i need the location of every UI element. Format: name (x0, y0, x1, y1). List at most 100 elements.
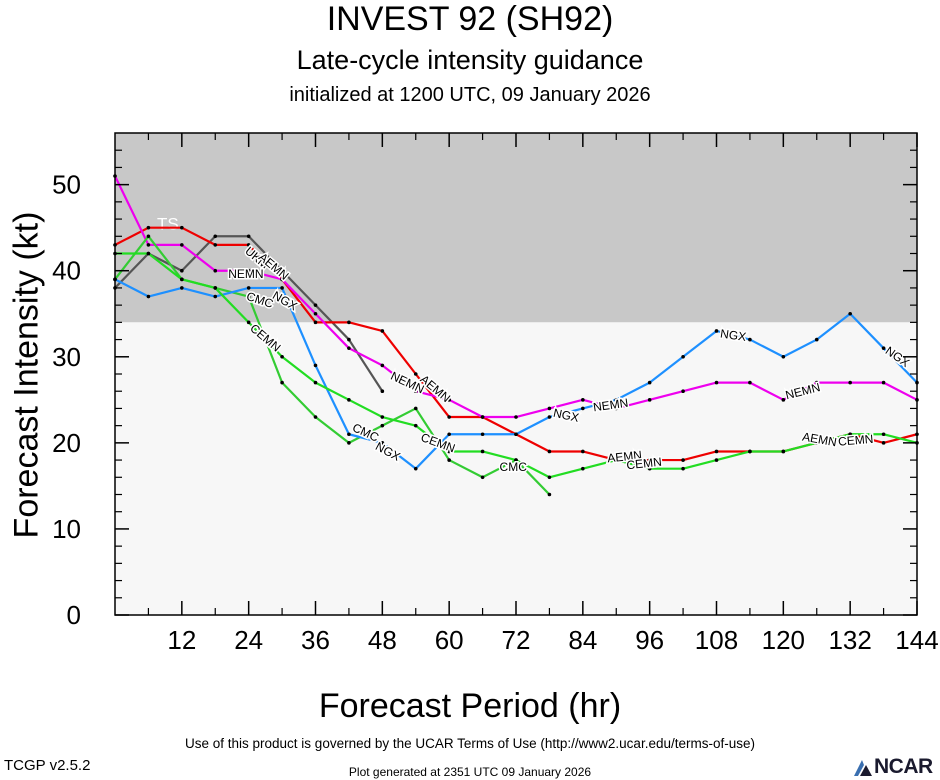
x-tick-label: 120 (762, 625, 805, 655)
series-label: AEMN (607, 448, 643, 466)
data-point (581, 398, 585, 402)
data-point (280, 286, 284, 290)
data-point (180, 286, 184, 290)
data-point (413, 423, 418, 428)
data-point (246, 243, 251, 247)
data-point (581, 449, 585, 454)
data-point (180, 277, 184, 282)
data-point (447, 432, 451, 437)
intensity-bands: TS (115, 133, 917, 615)
data-point (313, 380, 318, 385)
initialization-time: initialized at 1200 UTC, 09 January 2026 (289, 84, 651, 106)
data-point (814, 441, 819, 445)
ncar-logo-mark-icon (854, 760, 872, 776)
data-point (280, 268, 284, 273)
y-axis-label: Forecast Intensity (kt) (7, 211, 46, 539)
data-point (347, 398, 351, 402)
data-point (413, 466, 418, 471)
data-point (614, 398, 619, 402)
data-point (447, 458, 451, 462)
data-point (280, 277, 284, 282)
y-tick-label: 50 (52, 170, 81, 200)
data-point (881, 441, 886, 445)
x-tick-label: 84 (568, 625, 597, 655)
data-point (480, 449, 485, 454)
data-point (447, 398, 451, 402)
data-point (881, 432, 886, 437)
data-point (848, 311, 852, 316)
y-tick-label: 30 (52, 342, 81, 372)
data-point (213, 243, 218, 247)
series-label: NEMN (592, 396, 629, 415)
ncar-logo-text: NCAR (874, 755, 933, 778)
data-point (146, 225, 151, 230)
data-point (313, 363, 318, 368)
data-point (447, 415, 451, 419)
data-point (480, 415, 485, 419)
chart-title: INVEST 92 (SH92) (326, 0, 614, 38)
x-tick-label: 72 (502, 625, 531, 655)
data-point (313, 311, 318, 316)
data-point (480, 475, 485, 480)
data-point (447, 449, 451, 454)
data-point (146, 294, 151, 299)
data-point (748, 449, 752, 454)
data-point (313, 320, 318, 325)
data-point (614, 406, 619, 411)
data-point (246, 234, 251, 239)
data-point (814, 337, 819, 342)
data-point (647, 380, 652, 385)
data-point (681, 458, 685, 462)
data-point (180, 268, 184, 273)
series-label: CEMN (626, 455, 663, 473)
data-point (714, 380, 719, 385)
data-point (748, 337, 752, 342)
data-point (380, 389, 385, 394)
data-point (480, 432, 485, 437)
data-point (347, 346, 351, 350)
data-point (614, 458, 619, 462)
data-point (246, 268, 251, 273)
data-point (814, 380, 819, 385)
data-point (280, 354, 284, 359)
data-point (280, 380, 284, 385)
data-point (647, 466, 652, 471)
data-point (514, 415, 518, 419)
y-tick-label: 40 (52, 256, 81, 286)
series-points (113, 174, 919, 497)
x-tick-label: 12 (167, 625, 196, 655)
x-tick-label: 36 (301, 625, 330, 655)
data-point (213, 234, 218, 239)
data-point (380, 363, 385, 368)
data-point (647, 398, 652, 402)
data-point (413, 406, 418, 411)
data-point (313, 303, 318, 307)
data-point (681, 354, 685, 359)
series-label: NEMN (228, 267, 263, 281)
data-point (380, 415, 385, 419)
data-point (413, 372, 418, 376)
data-point (413, 389, 418, 394)
data-point (714, 449, 719, 454)
data-point (681, 389, 685, 394)
y-tick-label: 0 (67, 600, 81, 630)
data-point (146, 243, 151, 247)
data-point (681, 466, 685, 471)
data-point (380, 329, 385, 333)
data-point (380, 423, 385, 428)
data-point (180, 225, 184, 230)
x-tick-label: 24 (234, 625, 263, 655)
data-point (213, 268, 218, 273)
data-point (647, 458, 652, 462)
x-tick-label: 108 (695, 625, 738, 655)
data-point (313, 415, 318, 419)
data-point (347, 320, 351, 325)
x-tick-label: 48 (368, 625, 397, 655)
data-point (748, 380, 752, 385)
data-point (246, 286, 251, 290)
data-point (881, 346, 886, 350)
terms-of-use: Use of this product is governed by the U… (185, 736, 755, 751)
data-point (714, 329, 719, 333)
ncar-logo: NCAR (852, 755, 938, 779)
data-point (581, 466, 585, 471)
